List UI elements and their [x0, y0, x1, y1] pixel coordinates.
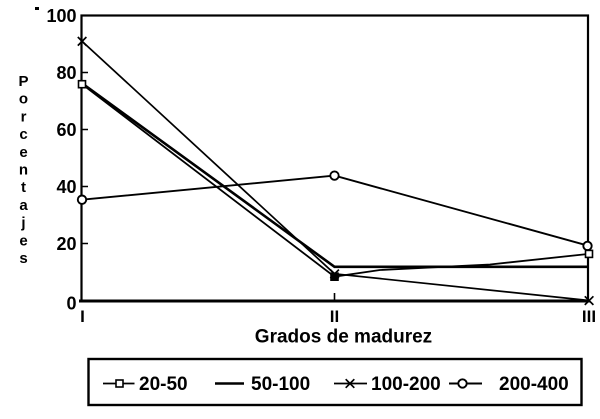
svg-text:60: 60	[56, 120, 76, 140]
svg-text:III: III	[582, 307, 596, 326]
svg-text:a: a	[19, 197, 28, 214]
svg-text:50-100: 50-100	[251, 374, 310, 395]
svg-text:20: 20	[56, 234, 76, 254]
svg-text:t: t	[21, 179, 26, 196]
svg-text:e: e	[19, 144, 27, 161]
svg-text:0: 0	[66, 293, 76, 313]
svg-text:o: o	[19, 91, 28, 108]
svg-text:I: I	[80, 307, 85, 326]
svg-text:II: II	[330, 307, 339, 326]
svg-text:j: j	[20, 215, 25, 232]
svg-text:r: r	[21, 108, 27, 125]
svg-text:40: 40	[56, 177, 76, 197]
svg-text:s: s	[19, 250, 27, 267]
svg-text:Grados de madurez: Grados de madurez	[255, 327, 432, 348]
svg-text:80: 80	[56, 63, 76, 83]
svg-text:200-400: 200-400	[499, 374, 569, 395]
svg-text:n: n	[19, 162, 28, 179]
svg-text:P: P	[18, 73, 28, 90]
svg-text:20-50: 20-50	[139, 374, 188, 395]
svg-text:100: 100	[46, 6, 76, 26]
svg-text:c: c	[19, 126, 27, 143]
svg-text:100-200: 100-200	[371, 374, 441, 395]
svg-text:e: e	[19, 232, 27, 249]
